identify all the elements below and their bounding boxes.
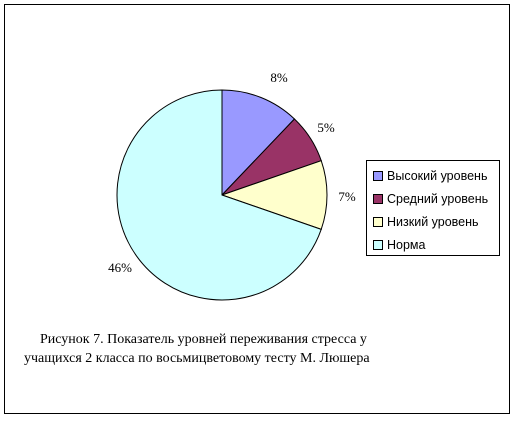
legend-swatch-medium: [373, 193, 383, 204]
legend-swatch-high: [373, 170, 383, 181]
legend-label-high: Высокий уровень: [387, 168, 488, 183]
pie-label-high: 8%: [270, 70, 288, 85]
legend-label-norm: Норма: [387, 237, 426, 252]
pie-slice-high: [221, 89, 296, 197]
pie-label-low: 7%: [338, 189, 356, 204]
pie-label-medium: 5%: [317, 120, 335, 135]
pie-label-norm: 46%: [108, 260, 132, 275]
legend-label-low: Низкий уровень: [387, 214, 479, 229]
legend-swatch-low: [373, 216, 383, 227]
legend-item-norm: Норма: [373, 233, 499, 256]
legend-swatch-norm: [373, 239, 383, 250]
caption-line-1: Рисунок 7. Показатель уровней переживани…: [40, 332, 367, 347]
legend-item-high: Высокий уровень: [373, 164, 499, 187]
figure-caption: Рисунок 7. Показатель уровней переживани…: [24, 330, 494, 368]
caption-line-2: учащихся 2 класса по восьмицветовому тес…: [24, 351, 370, 366]
legend-item-low: Низкий уровень: [373, 210, 499, 233]
legend: Высокий уровень Средний уровень Низкий у…: [366, 160, 500, 256]
legend-label-medium: Средний уровень: [387, 191, 489, 206]
pie-slice-low: [220, 160, 328, 230]
legend-item-medium: Средний уровень: [373, 187, 499, 210]
pie-slice-norm: [116, 89, 322, 301]
